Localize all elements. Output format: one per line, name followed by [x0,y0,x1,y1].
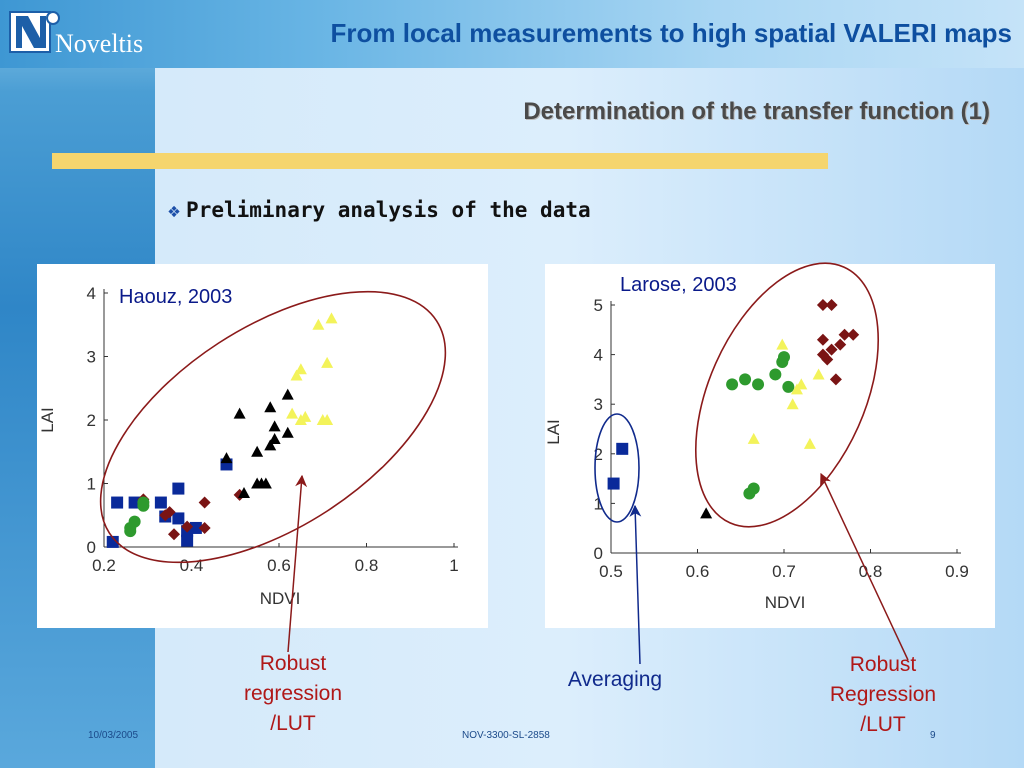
annotation-robust-regression-right: Robust Regression /LUT [808,650,958,740]
chart-title: Larose, 2003 [620,274,737,296]
point-circle [782,380,795,393]
point-circle [752,378,765,391]
x-tick-label: 0.5 [599,562,623,581]
point-circle [726,378,739,391]
point-triangle [281,388,294,400]
bullet-text: Preliminary analysis of the data [186,198,591,222]
point-triangle [325,312,338,324]
point-triangle [700,507,713,519]
annotation-line: /LUT [860,713,906,736]
point-circle [747,482,760,495]
point-square [607,477,620,490]
annotation-line: Robust [849,653,917,676]
point-circle [128,515,141,528]
scatter-chart-haouz: Haouz, 2003 0.2 0.4 0.6 0.8 1 0 1 2 3 4 NDVI LAI [38,284,459,608]
point-square [172,512,185,525]
point-triangle [812,368,825,380]
y-tick-label: 2 [594,445,603,464]
point-circle [778,351,790,364]
y-axis-label: LAI [545,419,563,445]
annotation-line: Averaging [567,668,663,691]
point-triangle [281,426,294,438]
footer-page-number: 9 [930,730,936,741]
point-diamond [816,333,829,346]
y-tick-label: 1 [594,494,603,513]
point-triangle [312,318,325,330]
point-diamond [829,373,842,386]
x-tick-label: 0.9 [945,562,969,581]
y-tick-label: 5 [594,296,603,315]
annotation-line: Robust [259,652,327,675]
y-tick-label: 3 [594,395,603,414]
x-tick-label: 1 [449,556,458,575]
y-tick-label: 2 [87,411,96,430]
point-triangle [233,407,246,419]
point-circle [137,499,150,512]
point-diamond [168,528,180,541]
x-axis-label: NDVI [260,589,301,608]
point-triangle [286,407,299,419]
point-triangle [220,452,233,464]
point-square [111,496,124,509]
y-axis-label: LAI [38,407,57,433]
annotation-line: regression [243,682,343,705]
point-triangle [251,445,264,457]
point-square [616,442,629,455]
chart-panel-larose: Larose, 2003 0.5 0.6 0.7 0.8 0.9 0 1 2 3 4 5 NDVI LA… [545,264,995,628]
x-tick-label: 0.2 [92,556,116,575]
point-triangle [268,433,281,445]
x-tick-label: 0.6 [686,562,710,581]
gold-divider [52,153,828,169]
noveltis-logo-mark-icon [9,11,60,53]
scatter-chart-larose: Larose, 2003 0.5 0.6 0.7 0.8 0.9 0 1 2 3 4 5 NDVI LA… [545,274,969,612]
point-triangle [776,338,789,350]
point-triangle [747,432,760,444]
point-square [154,496,167,509]
point-diamond [825,299,838,311]
point-triangle [321,356,334,368]
x-tick-label: 0.7 [772,562,796,581]
four-diamond-bullet-icon: ❖ [168,198,181,222]
chart-panel-haouz: Haouz, 2003 0.2 0.4 0.6 0.8 1 0 1 2 3 4 NDVI LAI [37,264,488,628]
point-circle [769,368,782,381]
page-title: From local measurements to high spatial … [330,18,1012,48]
annotation-averaging: Averaging [545,665,685,695]
footer-doc-code: NOV-3300-SL-2858 [462,730,550,741]
point-triangle [264,401,277,413]
y-tick-label: 1 [87,475,96,494]
y-tick-label: 4 [87,284,96,303]
x-tick-label: 0.8 [859,562,883,581]
point-square [106,535,119,548]
y-tick-label: 3 [87,348,96,367]
point-triangle [268,420,281,432]
point-triangle [786,398,799,410]
y-tick-label: 0 [594,544,603,563]
y-tick-label: 4 [594,346,603,365]
point-circle [739,373,752,386]
x-tick-label: 0.8 [355,556,379,575]
footer-date: 10/03/2005 [88,730,139,741]
y-tick-label: 0 [87,538,96,557]
noveltis-logo [8,8,148,58]
chart-title: Haouz, 2003 [119,286,232,308]
annotation-robust-regression-left: Robust regression /LUT [218,649,368,739]
point-triangle [294,363,307,375]
title-bar [0,0,1024,68]
x-tick-label: 0.6 [267,556,291,575]
x-axis-label: NDVI [765,593,806,612]
slide-subtitle: Determination of the transfer function (… [523,98,990,125]
x-tick-label: 0.4 [180,556,204,575]
logo-text: Noveltis [55,29,144,58]
point-diamond [847,328,860,341]
point-diamond [198,496,211,509]
bullet-item: ❖ Preliminary analysis of the data [168,198,591,222]
point-square [172,482,185,495]
annotation-line: Regression [829,683,937,706]
point-triangle [803,437,816,449]
annotation-line: /LUT [270,712,316,735]
